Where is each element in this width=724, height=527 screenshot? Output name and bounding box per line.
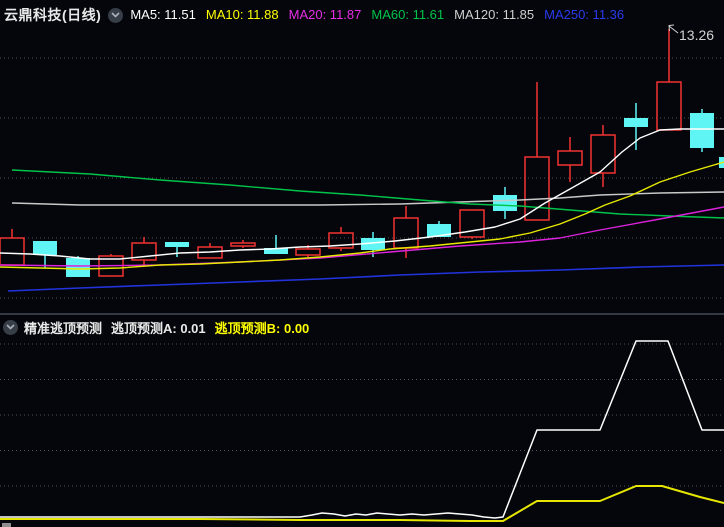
indicator-b-value: 逃顶预测B: 0.00	[214, 320, 310, 336]
ma-line-ma20	[0, 206, 724, 267]
candle-up	[131, 242, 157, 261]
candle-down	[427, 224, 451, 237]
price-annotation-arrow	[668, 25, 679, 34]
indicator-line	[0, 485, 724, 522]
chevron-down-icon[interactable]	[108, 7, 124, 23]
indicator-title[interactable]: 精准逃顶预测	[24, 320, 103, 336]
candle-down	[361, 238, 385, 250]
indicator-panel-chart	[0, 340, 724, 522]
ma-legend-item-ma20: MA20: 11.87	[288, 7, 362, 22]
ma-legend-item-ma10: MA10: 11.88	[205, 7, 279, 22]
ma-line-ma60	[11, 169, 724, 219]
indicator-header: 精准逃顶预测 逃顶预测A: 0.01 逃顶预测B: 0.00	[3, 316, 318, 338]
candle-down	[33, 241, 57, 255]
ma-line-ma120	[11, 191, 724, 206]
ma-line-ma250	[7, 264, 724, 292]
ma-line-ma5	[0, 128, 724, 260]
candle-up	[328, 232, 354, 249]
main-chart-header: 云鼎科技(日线) MA5: 11.51 MA10: 11.88 MA20: 11.8…	[4, 5, 634, 25]
scrollbar-corner	[2, 523, 11, 527]
candle-down	[624, 118, 648, 127]
candle-up	[393, 217, 419, 249]
ma-legend-item-ma5: MA5: 11.51	[130, 7, 196, 22]
stock-title[interactable]: 云鼎科技(日线)	[4, 7, 102, 23]
candle-up	[459, 209, 485, 238]
ma-legend-item-ma250: MA250: 11.36	[544, 7, 625, 22]
ma-legend-item-ma60: MA60: 11.61	[371, 7, 445, 22]
candle-down	[165, 242, 189, 247]
panel-divider[interactable]	[0, 313, 724, 315]
candle-up	[524, 156, 550, 221]
candle-down	[690, 113, 714, 148]
price-annotation-arrow	[668, 24, 675, 32]
candle-down	[493, 195, 517, 211]
candle-up	[590, 134, 616, 174]
ma-legend-item-ma120: MA120: 11.85	[454, 7, 535, 22]
candle-up	[295, 248, 321, 256]
candle-down	[66, 258, 90, 277]
candle-down	[264, 248, 288, 254]
chevron-down-icon[interactable]	[3, 319, 18, 335]
candle-up	[230, 242, 256, 247]
candle-up	[0, 237, 25, 266]
candle-up	[557, 150, 583, 166]
ma-line-ma10	[0, 161, 724, 270]
price-annotation-label: 13.26	[679, 27, 714, 43]
candle-up	[656, 81, 682, 131]
indicator-line	[0, 340, 724, 519]
ma-legend: MA5: 11.51 MA10: 11.88 MA20: 11.87 MA60: 11…	[130, 6, 634, 24]
indicator-a-value: 逃顶预测A: 0.01	[111, 320, 206, 336]
main-price-chart: 13.26	[0, 24, 724, 299]
